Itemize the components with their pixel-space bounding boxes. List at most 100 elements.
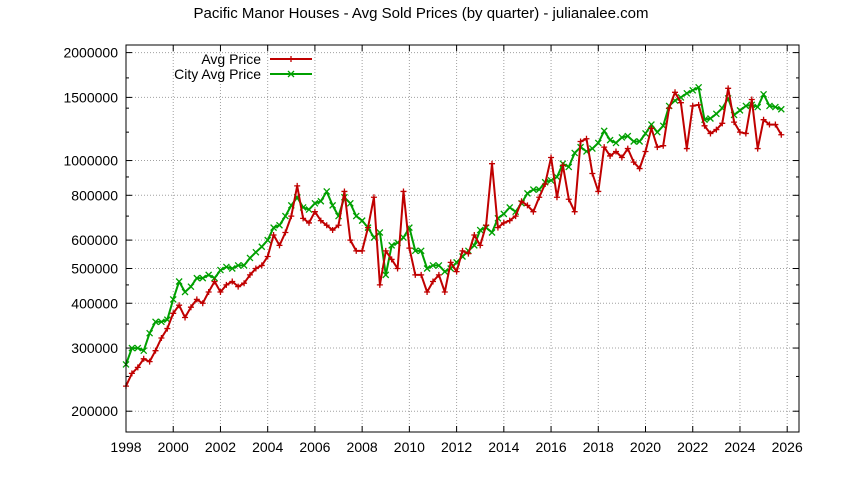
city-avg-price-point [258, 243, 266, 251]
chart-title: Pacific Manor Houses - Avg Sold Prices (… [194, 5, 649, 22]
city-avg-price-point [152, 318, 159, 326]
city-avg-price-point [264, 236, 272, 244]
avg-price-point [471, 231, 478, 238]
city-avg-price-point [199, 274, 207, 282]
avg-price-point [778, 131, 785, 138]
avg-price-point [524, 202, 531, 209]
city-avg-price-point [382, 271, 390, 279]
city-avg-price-point [346, 199, 354, 207]
avg-price-point [577, 138, 584, 145]
avg-price-point [731, 119, 738, 126]
city-avg-price-point [766, 102, 773, 110]
avg-price-point [607, 152, 614, 159]
avg-price-line [125, 87, 783, 387]
x-tick-label: 2002 [205, 439, 236, 455]
city-avg-price-point [736, 106, 744, 114]
avg-price-point [441, 288, 448, 295]
avg-price-point [300, 215, 307, 222]
city-avg-price-point [423, 265, 431, 272]
avg-price-point [648, 125, 655, 132]
city-avg-price-point [193, 274, 201, 282]
y-tick-label: 2000000 [63, 45, 118, 61]
avg-price-point [359, 247, 366, 254]
avg-price-point [187, 304, 194, 311]
city-avg-price-point [352, 212, 360, 220]
avg-price-point [683, 145, 690, 152]
city-avg-price-point [683, 89, 691, 97]
y-tick-label: 400000 [71, 295, 118, 311]
city-avg-price-point [205, 271, 213, 279]
y-tick-label: 500000 [71, 261, 118, 277]
avg-price-point [500, 219, 507, 226]
avg-price-point [766, 121, 773, 128]
city-avg-price-point [187, 283, 195, 291]
avg-price-point [624, 145, 631, 152]
city-avg-price-point [146, 329, 154, 337]
city-avg-price-point [594, 139, 602, 147]
avg-price-point [429, 278, 436, 285]
x-tick-label: 2024 [724, 439, 755, 455]
avg-price-point [370, 194, 377, 201]
city-avg-price-point [376, 229, 384, 236]
avg-price-point [152, 347, 159, 354]
avg-price-point [246, 271, 253, 278]
x-tick-label: 2014 [488, 439, 519, 455]
avg-price-point [548, 154, 555, 161]
avg-price-point [140, 355, 147, 362]
avg-price-point [282, 229, 289, 236]
avg-price-point [376, 281, 383, 288]
y-tick-label: 300000 [71, 340, 118, 356]
x-tick-label: 2016 [535, 439, 566, 455]
city-avg-price-point [529, 186, 537, 194]
avg-price-point [317, 217, 324, 224]
x-tick-label: 2012 [441, 439, 472, 455]
avg-price-point [489, 160, 496, 167]
city-avg-price-point [276, 221, 283, 229]
avg-price-point [506, 217, 513, 224]
avg-price-point [306, 219, 313, 226]
legend-label-city-avg-price: City Avg Price [174, 66, 261, 82]
city-avg-price-point [689, 86, 697, 94]
avg-price-point [353, 247, 360, 254]
avg-price-point [536, 194, 543, 201]
avg-price-point [193, 296, 200, 303]
city-avg-price-point [429, 261, 437, 269]
avg-price-point [424, 288, 431, 295]
city-avg-price-point [228, 265, 236, 272]
city-avg-price-point [712, 110, 720, 118]
avg-price-point [447, 259, 454, 266]
legend-label-avg-price: Avg Price [201, 51, 261, 67]
avg-price-point [689, 102, 696, 109]
city-avg-price-point [140, 347, 148, 355]
city-avg-price-point [270, 224, 278, 232]
city-avg-price-point [642, 129, 649, 137]
avg-price-point [258, 262, 265, 269]
avg-price-point [612, 148, 619, 155]
avg-price-point [595, 188, 602, 195]
avg-price-point [252, 265, 259, 272]
avg-price-point [453, 268, 460, 275]
city-avg-price-point [653, 128, 661, 136]
avg-price-point [435, 271, 442, 278]
avg-price-point [182, 314, 189, 321]
y-tick-label: 600000 [71, 232, 118, 248]
city-avg-price-point [317, 197, 325, 205]
city-avg-price-point [234, 261, 242, 269]
avg-price-point [323, 222, 330, 229]
avg-price-point [199, 300, 206, 307]
avg-price-point [512, 213, 519, 220]
city-avg-price-line [125, 86, 782, 365]
y-tick-label: 1500000 [63, 89, 118, 105]
city-avg-price-point [157, 318, 165, 326]
avg-price-point [211, 278, 218, 285]
city-avg-price-point [506, 203, 514, 211]
x-tick-label: 2000 [158, 439, 189, 455]
x-tick-label: 1998 [110, 439, 141, 455]
avg-price-point [618, 154, 625, 161]
avg-price-point [158, 335, 165, 342]
avg-price-point [128, 370, 135, 377]
city-avg-price-point [624, 132, 632, 140]
axis-ticks: 1998 2000 2002 2004 2006 2008 2010 2012 2014 2016… [63, 45, 802, 455]
avg-price-point [477, 242, 484, 249]
